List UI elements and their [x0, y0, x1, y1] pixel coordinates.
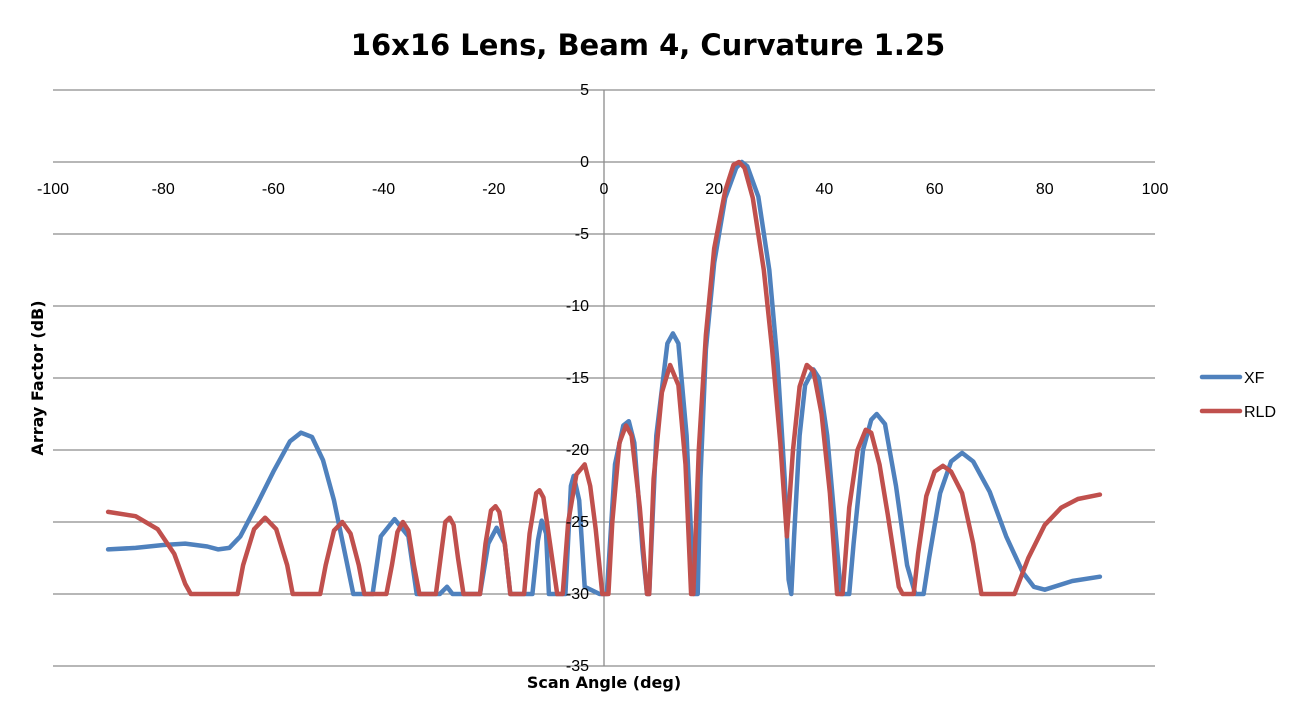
- x-tick-label: -20: [482, 181, 505, 198]
- y-tick-label: 5: [580, 82, 589, 99]
- x-tick-label: 20: [705, 181, 723, 198]
- x-tick-label: -40: [372, 181, 395, 198]
- y-tick-label: -10: [566, 298, 589, 315]
- y-tick-label: -5: [575, 226, 589, 243]
- x-tick-label: 60: [926, 181, 944, 198]
- x-tick-label: -60: [262, 181, 285, 198]
- x-tick-label: 100: [1142, 181, 1169, 198]
- x-tick-label: 0: [600, 181, 609, 198]
- legend-label: XF: [1244, 370, 1265, 387]
- tick-labels: -100 -80 -60 -40 -20 0 20 40 60 80 100 5 0 -5 -10 -15 -2…: [37, 82, 1168, 675]
- x-tick-label: 40: [816, 181, 834, 198]
- y-tick-label: 0: [580, 154, 589, 171]
- y-tick-label: -30: [566, 586, 589, 603]
- y-axis-label: Array Factor (dB): [28, 300, 47, 455]
- legend-label: RLD: [1244, 404, 1276, 421]
- y-tick-label: -20: [566, 442, 589, 459]
- plot-area: [105, 159, 1103, 597]
- y-tick-label: -35: [566, 658, 589, 675]
- x-tick-label: -80: [152, 181, 175, 198]
- x-axis-label: Scan Angle (deg): [527, 673, 681, 692]
- chart-title: 16x16 Lens, Beam 4, Curvature 1.25: [351, 28, 945, 62]
- legend: XF RLD: [1199, 370, 1276, 421]
- y-tick-label: -15: [566, 370, 589, 387]
- y-tick-label: -25: [566, 514, 589, 531]
- x-tick-label: 80: [1036, 181, 1054, 198]
- x-tick-label: -100: [37, 181, 69, 198]
- series-line-rld: [105, 159, 1103, 597]
